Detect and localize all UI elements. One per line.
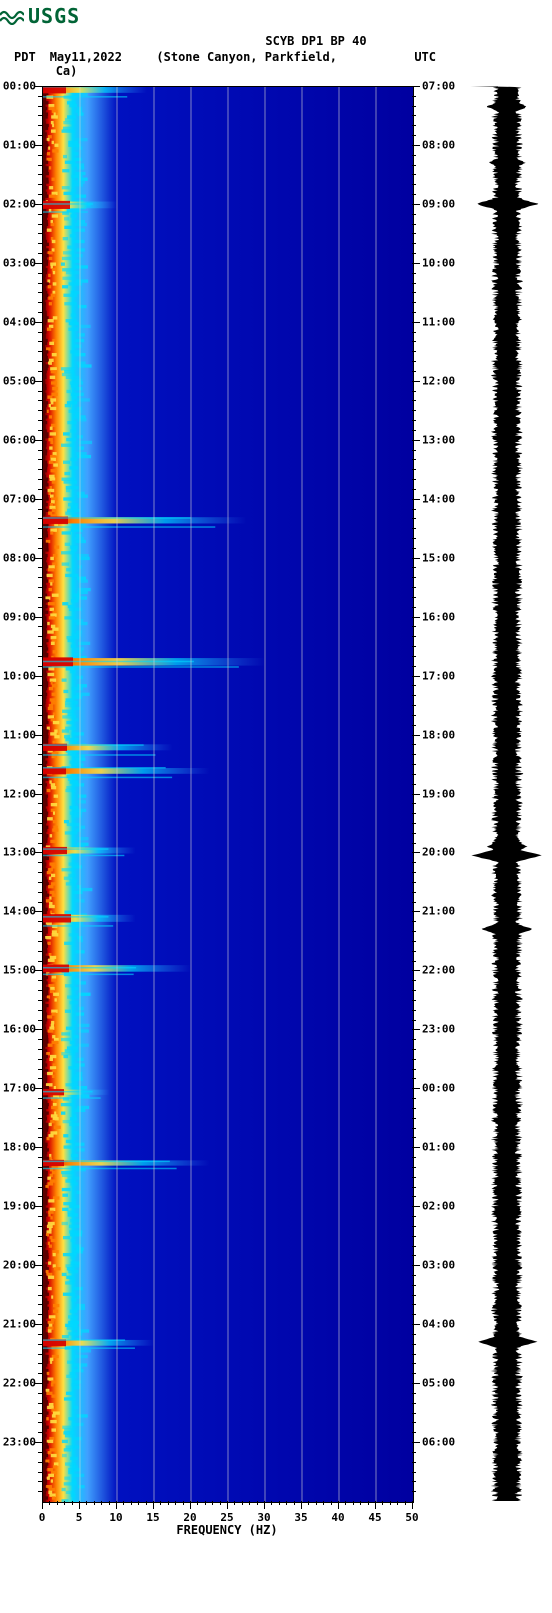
right-time-label: 22:00 [422,964,455,977]
right-time-label: 21:00 [422,905,455,918]
left-time-label: 19:00 [3,1200,36,1213]
left-time-label: 13:00 [3,846,36,859]
right-time-label: 15:00 [422,551,455,564]
freq-tick-label: 10 [109,1511,122,1524]
left-time-label: 04:00 [3,315,36,328]
freq-tick-label: 30 [257,1511,270,1524]
right-time-label: 09:00 [422,197,455,210]
right-time-axis: 07:0008:0009:0010:0011:0012:0013:0014:00… [412,86,462,1501]
right-time-label: 10:00 [422,256,455,269]
station-line: SCYB DP1 BP 40 [80,34,552,48]
left-time-label: 17:00 [3,1082,36,1095]
left-time-label: 02:00 [3,197,36,210]
right-time-label: 02:00 [422,1200,455,1213]
usgs-logo: USGS [0,4,80,28]
freq-tick-label: 0 [39,1511,46,1524]
left-time-label: 14:00 [3,905,36,918]
right-time-label: 04:00 [422,1318,455,1331]
left-time-axis: 00:0001:0002:0003:0004:0005:0006:0007:00… [0,86,42,1501]
freq-tick-label: 20 [183,1511,196,1524]
seismogram-svg [470,86,544,1501]
date-location: May11,2022 (Stone Canyon, Parkfield, Ca) [56,50,415,78]
freq-tick-label: 45 [368,1511,381,1524]
left-time-label: 00:00 [3,80,36,93]
right-time-label: 05:00 [422,1377,455,1390]
usgs-wave-icon [0,7,24,25]
chart-header: SCYB DP1 BP 40 PDT May11,2022 (Stone Can… [0,34,552,78]
right-time-label: 23:00 [422,1023,455,1036]
left-time-label: 23:00 [3,1436,36,1449]
frequency-axis: FREQUENCY (HZ) 05101520253035404550 [42,1501,412,1541]
freq-tick-label: 40 [331,1511,344,1524]
spectrogram-svg [43,87,413,1502]
right-tz-label: UTC [414,50,436,78]
right-time-label: 00:00 [422,1082,455,1095]
right-time-label: 06:00 [422,1436,455,1449]
right-time-label: 19:00 [422,787,455,800]
left-time-label: 18:00 [3,1141,36,1154]
right-time-label: 14:00 [422,492,455,505]
left-time-label: 11:00 [3,728,36,741]
right-time-label: 07:00 [422,80,455,93]
date-text: May11,2022 [50,50,122,64]
xaxis-title: FREQUENCY (HZ) [42,1523,412,1537]
freq-tick-label: 35 [294,1511,307,1524]
right-time-label: 13:00 [422,433,455,446]
right-time-label: 20:00 [422,846,455,859]
left-time-label: 03:00 [3,256,36,269]
left-time-label: 20:00 [3,1259,36,1272]
left-time-label: 16:00 [3,1023,36,1036]
spectrogram-plot [42,86,414,1503]
left-time-label: 07:00 [3,492,36,505]
left-time-label: 01:00 [3,138,36,151]
left-tz-label: PDT [14,50,36,78]
right-time-label: 16:00 [422,610,455,623]
right-time-label: 18:00 [422,728,455,741]
right-time-label: 17:00 [422,669,455,682]
right-time-label: 11:00 [422,315,455,328]
right-time-label: 08:00 [422,138,455,151]
left-time-label: 06:00 [3,433,36,446]
date-line: PDT May11,2022 (Stone Canyon, Parkfield,… [0,50,552,78]
right-time-label: 03:00 [422,1259,455,1272]
left-time-label: 09:00 [3,610,36,623]
right-time-label: 12:00 [422,374,455,387]
left-time-label: 21:00 [3,1318,36,1331]
freq-tick-label: 5 [76,1511,83,1524]
left-time-label: 22:00 [3,1377,36,1390]
left-time-label: 15:00 [3,964,36,977]
freq-tick-label: 25 [220,1511,233,1524]
left-time-label: 12:00 [3,787,36,800]
right-time-label: 01:00 [422,1141,455,1154]
seismogram-panel [470,86,544,1501]
left-time-label: 05:00 [3,374,36,387]
freq-tick-label: 15 [146,1511,159,1524]
left-time-label: 10:00 [3,669,36,682]
freq-tick-label: 50 [405,1511,418,1524]
left-time-label: 08:00 [3,551,36,564]
usgs-logo-text: USGS [28,4,80,28]
